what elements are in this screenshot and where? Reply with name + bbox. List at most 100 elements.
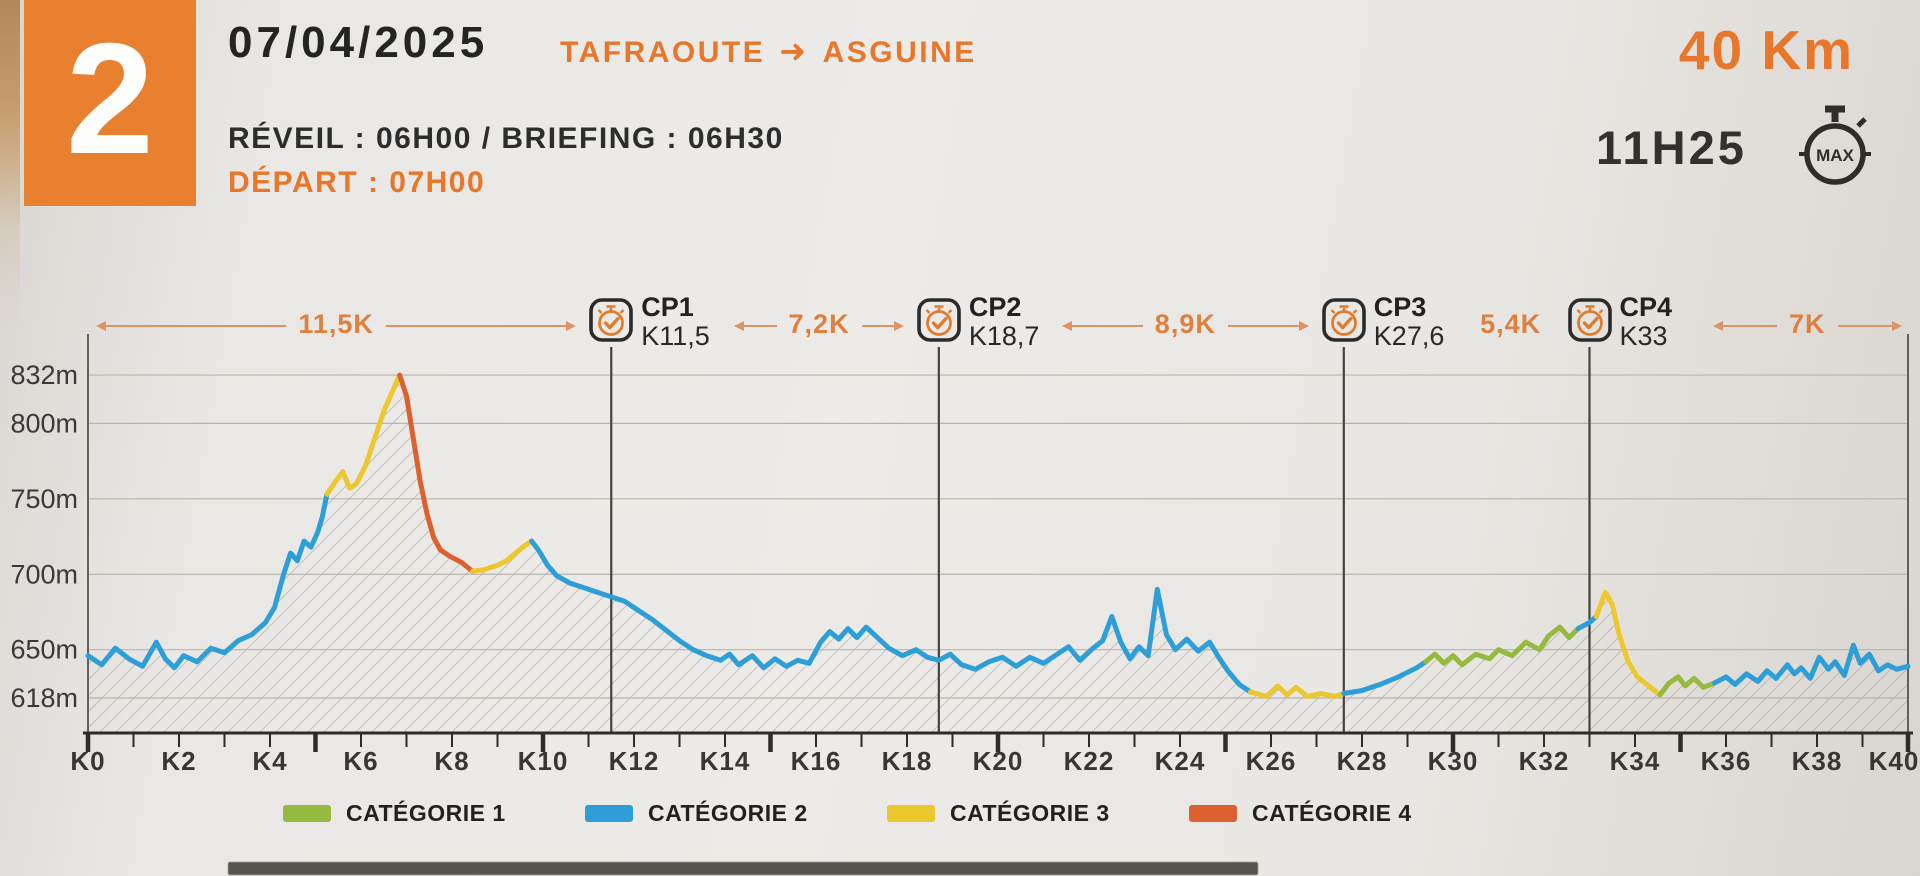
distance-arrow-left-icon — [734, 321, 777, 331]
elevation-profile-segment-cat2-8 — [1575, 614, 1599, 632]
legend-swatch-icon — [887, 805, 935, 822]
cp-name: CP4 — [1619, 292, 1673, 322]
legend-label: CATÉGORIE 2 — [648, 800, 808, 826]
section-distance-label: 5,4K — [1480, 308, 1542, 339]
section-distance-label: 8,9K — [1154, 308, 1216, 339]
section-distance-7K: 7K — [1712, 308, 1902, 341]
stage-date: 07/04/2025 — [228, 18, 489, 67]
elevation-profile-segment-cat2-0 — [85, 491, 330, 671]
elevation-profile-segment-cat2-6 — [1341, 659, 1429, 696]
cp-name: CP2 — [968, 292, 1022, 322]
route-arrow-icon: ➜ — [779, 33, 809, 69]
elevation-profile-segment-cat1-10 — [1657, 674, 1718, 698]
category-legend: CATÉGORIE 1 CATÉGORIE 2 CATÉGORIE 3 CATÉGOR… — [283, 800, 1493, 827]
elevation-profile-segment-cat3-1 — [324, 372, 403, 497]
y-tick-label-700: 700m — [10, 559, 78, 589]
legend-item-category-2: CATÉGORIE 2 — [585, 800, 887, 827]
section-distance-11,5K: 11,5K — [95, 308, 577, 341]
distance-arrow-left-icon — [1061, 321, 1143, 331]
x-tick-label-K36: K36 — [1701, 746, 1752, 776]
cp-name: CP1 — [641, 292, 694, 322]
legend-swatch-icon — [1189, 805, 1237, 822]
stage-distance: 40 Km — [1678, 19, 1854, 81]
x-tick-label-K28: K28 — [1337, 746, 1388, 776]
x-tick-label-K10: K10 — [518, 746, 569, 776]
cp-km-label: K11,5 — [641, 321, 710, 351]
x-tick-label-K16: K16 — [791, 746, 842, 776]
y-tick-label-650: 650m — [10, 635, 78, 665]
elevation-profile-segment-cat3-3 — [470, 538, 535, 574]
x-tick-label-K22: K22 — [1064, 746, 1115, 776]
stage-route: TAFRAOUTE ➜ ASGUINE — [560, 32, 977, 70]
x-tick-label-K8: K8 — [434, 746, 469, 776]
max-time-stopwatch-icon: MAX — [1799, 105, 1871, 185]
legend-swatch-icon — [283, 805, 331, 822]
x-tick-label-K12: K12 — [609, 746, 660, 776]
section-distance-8,9K: 8,9K — [1061, 308, 1309, 341]
elevation-profile-segment-cat3-9 — [1593, 589, 1663, 698]
x-tick-label-K20: K20 — [973, 746, 1024, 776]
section-distance-label: 7K — [1789, 308, 1826, 339]
photo-bottom-strip — [228, 862, 1258, 875]
x-tick-label-K32: K32 — [1519, 746, 1570, 776]
x-tick-label-K40: K40 — [1869, 746, 1920, 776]
x-tick-label-K4: K4 — [252, 746, 287, 776]
x-tick-label-K24: K24 — [1155, 746, 1206, 776]
stage-number-box: 2 — [24, 0, 196, 206]
max-time: 11H25 — [1596, 121, 1747, 174]
cp-km-label: K18,7 — [968, 321, 1040, 351]
distance-arrow-right-icon — [385, 321, 577, 331]
section-distance-5,4K: 5,4K — [1469, 308, 1553, 341]
elevation-profile-segment-cat4-2 — [397, 372, 475, 574]
x-tick-label-K2: K2 — [161, 746, 196, 776]
x-tick-label-K38: K38 — [1792, 746, 1843, 776]
legend-item-category-4: CATÉGORIE 4 — [1189, 800, 1491, 827]
x-tick-label-K0: K0 — [70, 746, 105, 776]
legend-swatch-icon — [585, 805, 633, 822]
legend-item-category-1: CATÉGORIE 1 — [283, 800, 585, 827]
elevation-profile-segment-cat1-7 — [1423, 624, 1581, 668]
cp-km-label: K33 — [1619, 321, 1668, 351]
elevation-profile-segment-cat2-11 — [1712, 642, 1911, 687]
legend-label: CATÉGORIE 1 — [346, 800, 506, 826]
distance-arrow-right-icon — [1837, 321, 1902, 331]
x-tick-label-K6: K6 — [343, 746, 378, 776]
cp-name: CP3 — [1373, 292, 1427, 322]
elevation-profile-segment-cat3-5 — [1248, 683, 1347, 699]
y-tick-label-750: 750m — [10, 484, 78, 514]
elevation-area-hatch — [88, 375, 1908, 733]
elevation-profile-segment-cat2-4 — [529, 538, 1253, 695]
section-distance-label: 7,2K — [788, 308, 850, 339]
x-tick-label-K26: K26 — [1246, 746, 1297, 776]
x-tick-label-K30: K30 — [1428, 746, 1479, 776]
checkpoint-stopwatch-icon — [1567, 298, 1612, 342]
checkpoint-stopwatch-icon — [917, 298, 961, 342]
depart-time: DÉPART : 07H00 — [228, 166, 486, 199]
legend-label: CATÉGORIE 3 — [950, 800, 1110, 826]
photo-page-edge — [0, 0, 20, 330]
x-tick-label-K14: K14 — [700, 746, 751, 776]
route-to: ASGUINE — [822, 36, 977, 69]
section-distance-label: 11,5K — [298, 308, 374, 339]
route-from: TAFRAOUTE — [560, 36, 766, 69]
legend-item-category-3: CATÉGORIE 3 — [887, 800, 1189, 827]
x-tick-label-K18: K18 — [882, 746, 933, 776]
distance-arrow-left-icon — [95, 321, 287, 331]
y-tick-label-618: 618m — [10, 683, 78, 713]
elevation-profile-chart: 832m 800m 750m 700m 650m 618m K0 K2 K4 K6 K8 K10 K12… — [10, 334, 1920, 776]
stage-number: 2 — [66, 11, 154, 187]
checkpoint-stopwatch-icon — [589, 298, 634, 342]
distance-arrow-right-icon — [1227, 321, 1309, 331]
y-tick-label-832: 832m — [10, 360, 78, 390]
section-distance-7,2K: 7,2K — [734, 308, 905, 341]
distance-arrow-right-icon — [861, 321, 905, 331]
wake-briefing-times: RÉVEIL : 06H00 / BRIEFING : 06H30 — [228, 122, 784, 155]
x-tick-label-K34: K34 — [1610, 746, 1661, 776]
max-label: MAX — [1816, 146, 1854, 165]
cp-km-label: K27,6 — [1373, 321, 1445, 351]
y-tick-label-800: 800m — [10, 408, 78, 438]
checkpoint-stopwatch-icon — [1321, 298, 1366, 342]
legend-label: CATÉGORIE 4 — [1252, 800, 1412, 826]
distance-arrow-left-icon — [1712, 321, 1777, 331]
